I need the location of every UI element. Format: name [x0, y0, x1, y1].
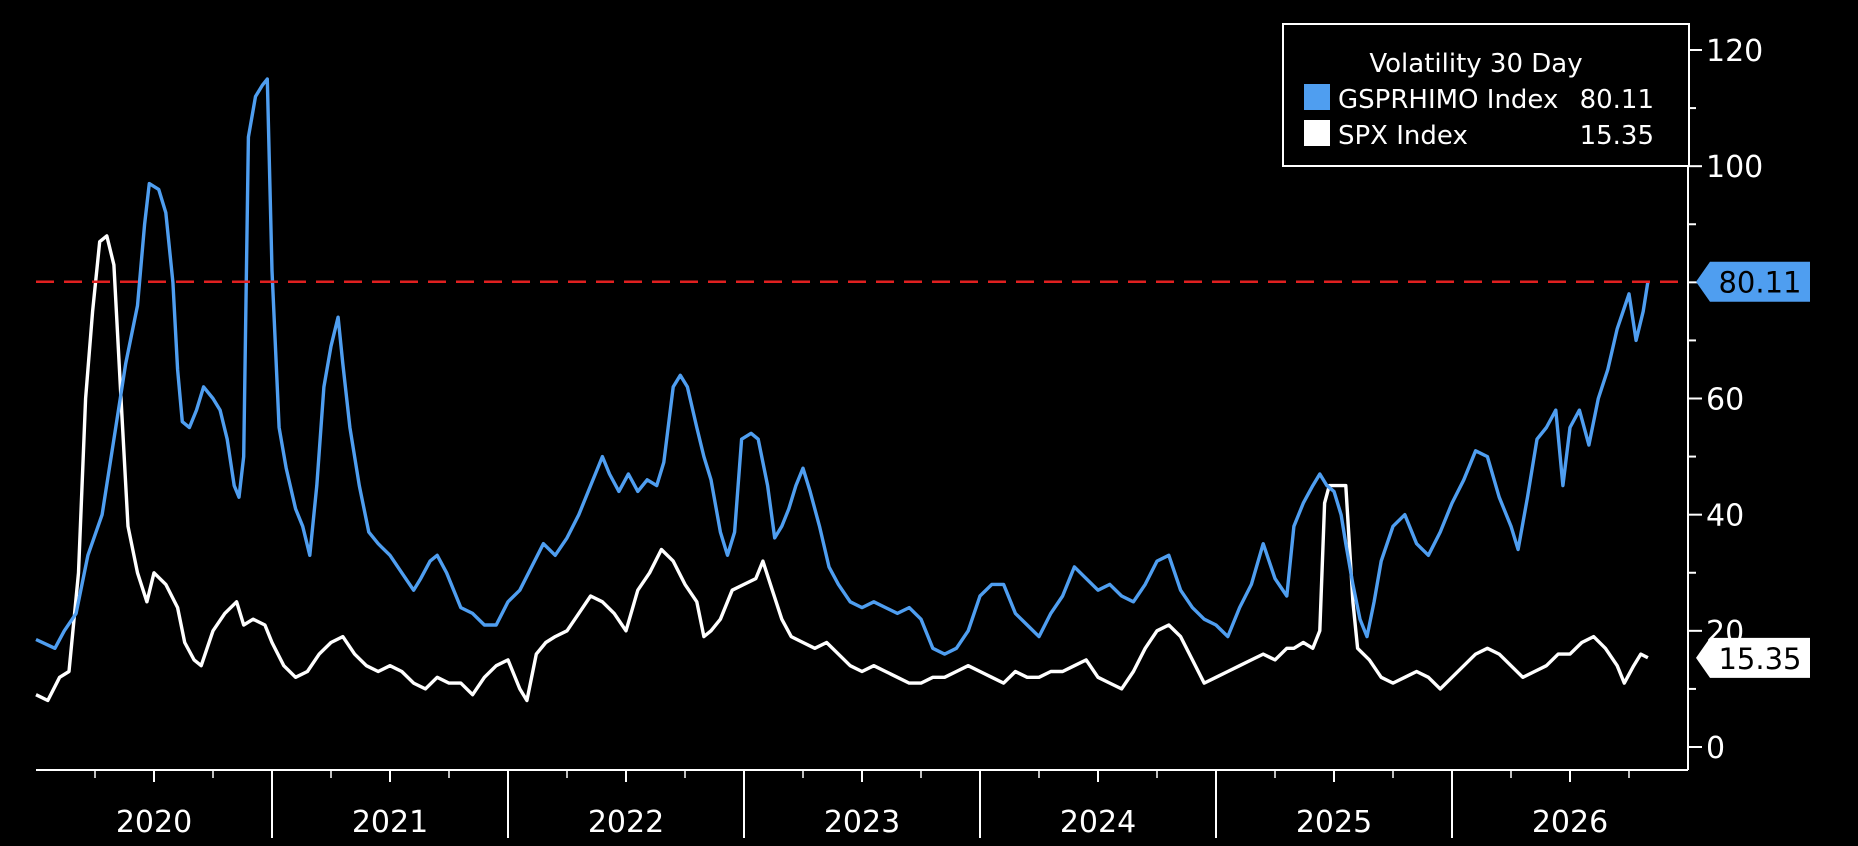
- x-tick-label: 2026: [1532, 805, 1608, 840]
- last-value-labels-layer: 80.11 15.35: [1696, 261, 1810, 678]
- legend: Volatility 30 Day GSPRHIMO Index 80.11 S…: [1282, 23, 1690, 167]
- y-tick-label: 40: [1706, 499, 1744, 534]
- legend-entry-spx-name: SPX Index: [1338, 121, 1468, 151]
- legend-box: [1282, 23, 1690, 167]
- legend-swatch-spx: [1304, 120, 1330, 146]
- svg-text:80.11: 80.11: [1718, 266, 1801, 300]
- legend-swatch-gsprhimo: [1304, 84, 1330, 110]
- last-value-label-spx-index: 15.35: [1696, 637, 1810, 678]
- last-value-label-gsprhimo-index: 80.11: [1696, 261, 1810, 302]
- x-tick-label: 2022: [588, 805, 664, 840]
- legend-title: Volatility 30 Day: [1369, 49, 1582, 79]
- x-tick-label: 2020: [116, 805, 192, 840]
- y-tick-label: 120: [1706, 34, 1763, 69]
- lines-layer: [35, 77, 1650, 703]
- x-tick-label: 2024: [1060, 805, 1136, 840]
- legend-entry-gsprhimo-name: GSPRHIMO Index: [1338, 85, 1558, 115]
- x-tick-label: 2025: [1296, 805, 1372, 840]
- y-tick-label: 60: [1706, 383, 1744, 418]
- y-tick-label: 100: [1706, 150, 1763, 185]
- series-line-spx-index: [35, 234, 1649, 703]
- x-tick-label: 2023: [824, 805, 900, 840]
- svg-text:15.35: 15.35: [1718, 642, 1801, 676]
- axes-layer: 0204060801001202020202120222023202420252…: [36, 24, 1763, 840]
- series-line-gsprhimo-index: [35, 77, 1650, 656]
- y-tick-label: 0: [1706, 731, 1725, 766]
- legend-entry-spx-value: 15.35: [1580, 121, 1654, 151]
- legend-entry-gsprhimo-value: 80.11: [1580, 85, 1654, 115]
- x-tick-label: 2021: [352, 805, 428, 840]
